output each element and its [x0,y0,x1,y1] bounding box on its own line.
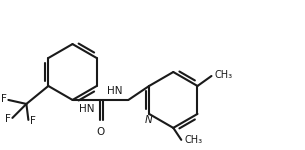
Text: CH₃: CH₃ [214,70,233,80]
Text: F: F [5,114,10,124]
Text: CH₃: CH₃ [184,135,203,145]
Text: F: F [30,116,36,126]
Text: O: O [96,127,105,137]
Text: HN: HN [107,86,122,96]
Text: N: N [144,115,152,125]
Text: F: F [1,94,6,104]
Text: HN: HN [79,104,94,114]
